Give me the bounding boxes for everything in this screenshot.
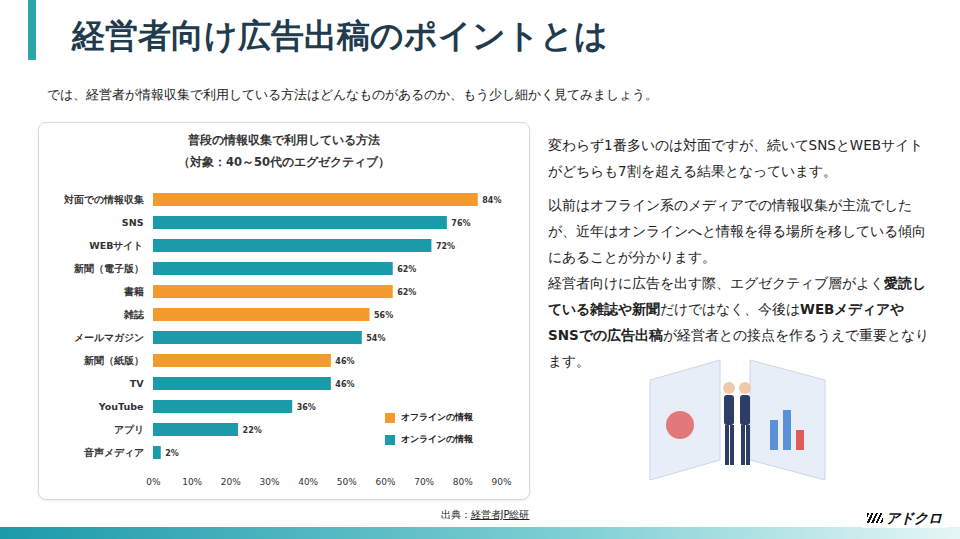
svg-text:70%: 70% [414,477,434,487]
svg-text:TV: TV [130,378,144,389]
html-text:オンラインの情報: オンラインの情報 [401,434,473,444]
svg-text:46%: 46% [335,380,354,389]
svg-text:WEBサイト: WEBサイト [89,240,143,251]
svg-text:アプリ: アプリ [114,424,144,435]
svg-text:メールマガジン: メールマガジン [74,332,144,343]
svg-text:60%: 60% [375,477,395,487]
svg-text:音声メディア: 音声メディア [83,447,144,458]
svg-text:YouTube: YouTube [98,401,144,412]
svg-text:84%: 84% [482,196,501,205]
svg-text:新聞（紙版）: 新聞（紙版） [83,355,144,366]
html-text:（対象：40～50代のエグゼクティブ）: （対象：40～50代のエグゼクティブ） [178,155,390,169]
svg-text:0%: 0% [146,477,161,487]
svg-text:80%: 80% [453,477,473,487]
html-text:経営者向けに広告を出す際、エグゼクティブ層がよく愛読している: 経営者向けに広告を出す際、エグゼクティブ層がよく愛読している雑誌や新聞だけではな… [548,275,929,369]
svg-text:10%: 10% [182,477,202,487]
svg-text:62%: 62% [397,288,416,297]
svg-text:50%: 50% [337,477,357,487]
html-text:出典：経営者JP総研: 出典：経営者JP総研 [440,509,530,520]
html-text:変わらず1番多いのは対面ですが、続いてSNSとWEBサイトが: 変わらず1番多いのは対面ですが、続いてSNSとWEBサイトがどちらも7割を超える… [548,137,923,179]
svg-text:72%: 72% [436,242,455,251]
svg-text:雑誌: 雑誌 [123,309,145,320]
svg-text:46%: 46% [335,357,354,366]
svg-text:対面での情報収集: 対面での情報収集 [63,194,144,205]
svg-text:76%: 76% [451,219,470,228]
svg-text:書籍: 書籍 [123,286,144,297]
svg-text:90%: 90% [491,477,511,487]
html-text:以前はオフライン系のメディアでの情報収集が主流でしたが、近年: 以前はオフライン系のメディアでの情報収集が主流でしたが、近年はオンラインへと情報… [548,197,926,265]
html-text:経営者向け広告出稿のポイントとは: 経営者向け広告出稿のポイントとは [72,16,608,55]
html-text:アドクロ: アドクロ [886,510,942,526]
svg-text:30%: 30% [259,477,279,487]
svg-text:20%: 20% [221,477,241,487]
svg-text:54%: 54% [366,334,385,343]
svg-text:22%: 22% [243,426,262,435]
html-text:では、経営者が情報収集で利用している方法はどんなものがあるの: では、経営者が情報収集で利用している方法はどんなものがあるのか、もう少し細かく見… [47,87,658,102]
svg-text:36%: 36% [297,403,316,412]
svg-text:2%: 2% [165,449,179,458]
svg-text:40%: 40% [298,477,318,487]
svg-text:56%: 56% [374,311,393,320]
svg-text:新聞（電子版）: 新聞（電子版） [73,263,144,274]
svg-text:SNS: SNS [122,217,144,228]
html-text:オフラインの情報: オフラインの情報 [401,412,473,422]
svg-text:62%: 62% [397,265,416,274]
html-text:普段の情報収集で利用している方法: 普段の情報収集で利用している方法 [188,133,380,147]
